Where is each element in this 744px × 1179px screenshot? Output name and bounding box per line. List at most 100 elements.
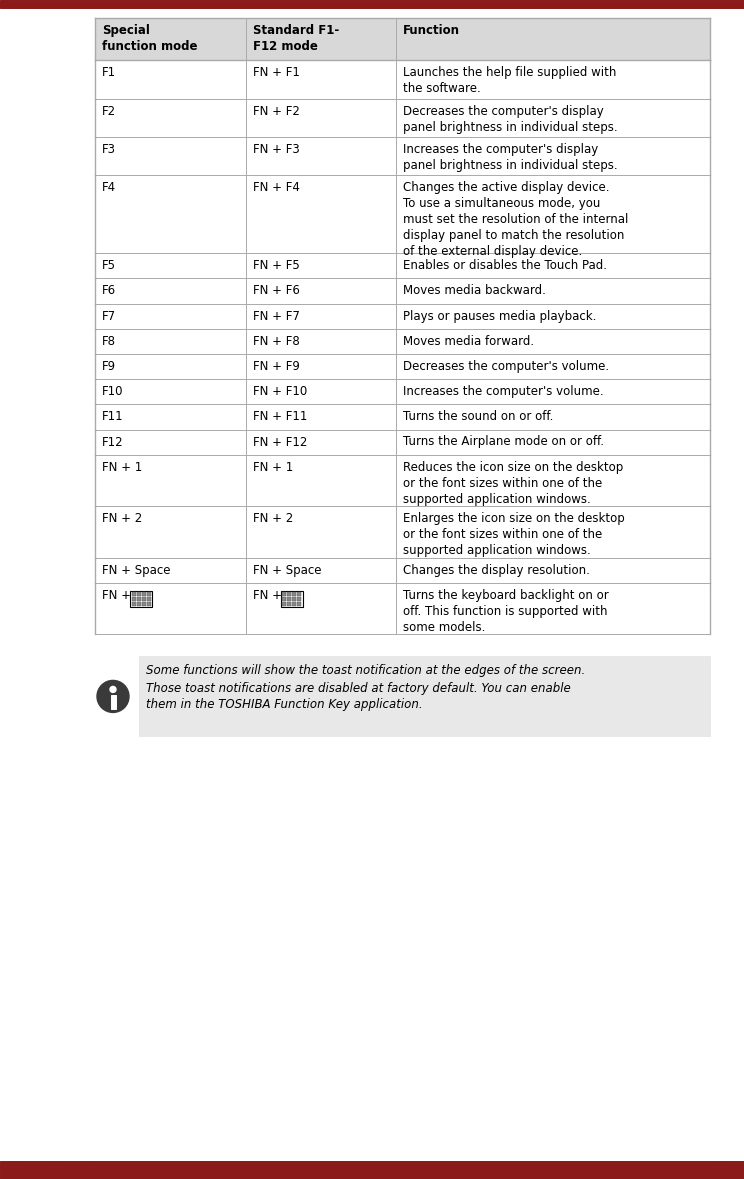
Text: FN +: FN + — [102, 588, 135, 602]
Text: FN + F2: FN + F2 — [253, 105, 300, 118]
Bar — [95, 304, 710, 329]
Text: F11: F11 — [102, 410, 124, 423]
Text: FN + F4: FN + F4 — [253, 182, 300, 195]
Text: FN + Space: FN + Space — [253, 564, 321, 577]
Bar — [132, 597, 135, 601]
Text: Reduces the icon size on the desktop
or the font sizes within one of the
support: Reduces the icon size on the desktop or … — [403, 461, 623, 506]
Bar — [95, 176, 710, 253]
Text: FN + F7: FN + F7 — [253, 310, 300, 323]
Bar — [141, 601, 146, 606]
Bar — [95, 404, 710, 429]
Bar — [297, 592, 301, 597]
Text: FN + F1: FN + F1 — [253, 66, 300, 79]
Bar — [132, 601, 135, 606]
Text: FN + F3: FN + F3 — [253, 143, 299, 156]
Bar — [130, 591, 152, 607]
Text: F8: F8 — [102, 335, 116, 348]
Text: Decreases the computer's volume.: Decreases the computer's volume. — [403, 360, 609, 373]
Bar — [95, 253, 710, 278]
Text: Standard F1-
F12 mode: Standard F1- F12 mode — [253, 24, 339, 53]
Bar — [95, 429, 710, 455]
Text: FN + 1: FN + 1 — [253, 461, 293, 474]
Bar — [287, 592, 291, 597]
Text: Turns the keyboard backlight on or
off. This function is supported with
some mod: Turns the keyboard backlight on or off. … — [403, 588, 609, 634]
Text: Turns the Airplane mode on or off.: Turns the Airplane mode on or off. — [403, 435, 604, 448]
Bar — [95, 354, 710, 380]
Text: F7: F7 — [102, 310, 116, 323]
Text: Those toast notifications are disabled at factory default. You can enable
them i: Those toast notifications are disabled a… — [146, 681, 571, 711]
Text: F5: F5 — [102, 259, 116, 272]
Text: F12: F12 — [102, 435, 124, 448]
Text: FN + Space: FN + Space — [102, 564, 170, 577]
Text: FN + F10: FN + F10 — [253, 386, 307, 399]
Bar — [95, 329, 710, 354]
Bar — [95, 18, 710, 60]
Text: Special
function mode: Special function mode — [102, 24, 197, 53]
Bar — [136, 592, 141, 597]
Bar — [297, 601, 301, 606]
Bar — [280, 591, 303, 607]
Circle shape — [97, 680, 129, 712]
Bar — [0, 1161, 744, 1179]
Text: Some functions will show the toast notification at the edges of the screen.: Some functions will show the toast notif… — [146, 665, 586, 678]
Bar — [95, 455, 710, 506]
Text: F4: F4 — [102, 182, 116, 195]
Text: F3: F3 — [102, 143, 116, 156]
Text: Function: Function — [403, 24, 461, 37]
Text: Changes the active display device.
To use a simultaneous mode, you
must set the : Changes the active display device. To us… — [403, 182, 629, 258]
Bar — [282, 592, 286, 597]
Text: Turns the sound on or off.: Turns the sound on or off. — [403, 410, 554, 423]
Text: FN + F12: FN + F12 — [253, 435, 307, 448]
Bar — [0, 0, 744, 8]
Text: Moves media backward.: Moves media backward. — [403, 284, 546, 297]
Text: Decreases the computer's display
panel brightness in individual steps.: Decreases the computer's display panel b… — [403, 105, 618, 133]
Text: FN + F6: FN + F6 — [253, 284, 300, 297]
Text: Plays or pauses media playback.: Plays or pauses media playback. — [403, 310, 597, 323]
Bar — [95, 60, 710, 99]
Text: F6: F6 — [102, 284, 116, 297]
Bar — [147, 592, 150, 597]
Text: F1: F1 — [102, 66, 116, 79]
Text: FN + F5: FN + F5 — [253, 259, 299, 272]
Bar — [292, 592, 296, 597]
Text: User's Manual: User's Manual — [14, 1161, 92, 1171]
Bar — [95, 278, 710, 304]
Text: Changes the display resolution.: Changes the display resolution. — [403, 564, 590, 577]
Bar — [287, 597, 291, 601]
Bar — [95, 558, 710, 582]
Text: FN + F11: FN + F11 — [253, 410, 307, 423]
Bar — [132, 592, 135, 597]
Text: Increases the computer's display
panel brightness in individual steps.: Increases the computer's display panel b… — [403, 143, 618, 172]
Text: FN + 2: FN + 2 — [102, 512, 142, 525]
Bar — [282, 601, 286, 606]
Text: FN + F9: FN + F9 — [253, 360, 300, 373]
Bar — [95, 99, 710, 137]
Text: F9: F9 — [102, 360, 116, 373]
Text: Enables or disables the Touch Pad.: Enables or disables the Touch Pad. — [403, 259, 607, 272]
Text: Moves media forward.: Moves media forward. — [403, 335, 534, 348]
Text: FN + F8: FN + F8 — [253, 335, 299, 348]
Text: Launches the help file supplied with
the software.: Launches the help file supplied with the… — [403, 66, 617, 95]
Text: F10: F10 — [102, 386, 124, 399]
Bar — [136, 601, 141, 606]
Bar — [292, 601, 296, 606]
Bar — [141, 592, 146, 597]
Text: Increases the computer's volume.: Increases the computer's volume. — [403, 386, 604, 399]
Bar — [282, 597, 286, 601]
Text: 4-4: 4-4 — [712, 1161, 730, 1171]
Bar — [139, 657, 710, 737]
Bar — [95, 582, 710, 634]
Text: FN + 2: FN + 2 — [253, 512, 293, 525]
Bar — [147, 601, 150, 606]
Bar — [95, 380, 710, 404]
Bar — [297, 597, 301, 601]
Text: FN + 1: FN + 1 — [102, 461, 142, 474]
Bar — [147, 597, 150, 601]
Bar — [111, 696, 115, 710]
Bar — [136, 597, 141, 601]
Circle shape — [110, 686, 116, 692]
Bar — [292, 597, 296, 601]
Bar — [95, 506, 710, 558]
Text: F2: F2 — [102, 105, 116, 118]
Bar — [141, 597, 146, 601]
